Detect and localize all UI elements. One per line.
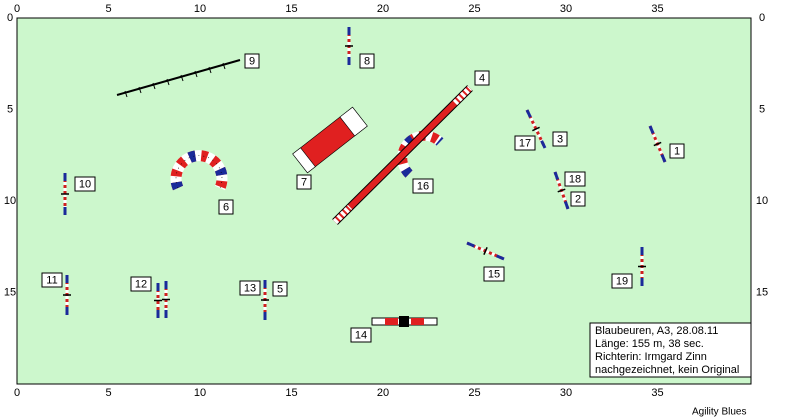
x-axis-label: 35 — [651, 387, 663, 399]
x-axis-label: 5 — [105, 387, 111, 399]
obstacle-label-box — [244, 53, 260, 69]
x-axis-label: 0 — [14, 387, 20, 399]
jump-wing — [540, 140, 547, 149]
y-axis-label: 10 — [4, 195, 16, 207]
y-axis-label: 0 — [7, 12, 13, 24]
jump-bar — [653, 141, 662, 147]
x-axis-label: 10 — [194, 3, 206, 15]
jump-bar — [557, 188, 566, 193]
dogwalk — [332, 85, 473, 225]
obstacle-label: 2 — [575, 193, 581, 205]
weave-poles — [116, 59, 241, 98]
obstacle-label: 13 — [244, 282, 256, 294]
obstacle-label: 4 — [479, 72, 485, 84]
obstacle-label: 15 — [488, 268, 500, 280]
obstacle-label: 6 — [223, 201, 229, 213]
obstacle-label-box — [239, 280, 261, 296]
jump-wing — [466, 241, 475, 248]
x-axis-label: 0 — [14, 3, 20, 15]
obstacle-label-box — [412, 178, 434, 194]
x-axis-label: 20 — [377, 387, 389, 399]
info-line: Länge: 155 m, 38 sec. — [595, 338, 704, 350]
x-axis-label: 10 — [194, 387, 206, 399]
info-line: Blaubeuren, A3, 28.08.11 — [595, 325, 718, 337]
obstacle-label: 19 — [616, 275, 628, 287]
y-axis-label: 15 — [4, 286, 16, 298]
obstacle-label-box — [130, 276, 152, 292]
jump-wing — [648, 125, 655, 134]
tunnel — [170, 150, 228, 191]
info-line: nachgezeichnet, kein Original — [595, 364, 739, 376]
y-axis-label: 5 — [759, 103, 765, 115]
obstacle-label: 5 — [277, 283, 283, 295]
obstacle-label-box — [669, 143, 685, 159]
y-axis-label: 10 — [756, 195, 768, 207]
obstacle-label-box — [350, 327, 372, 343]
obstacle-label: 12 — [135, 278, 147, 290]
obstacle-label-box — [514, 135, 536, 151]
obstacle-label-box — [483, 266, 505, 282]
obstacle-label: 7 — [301, 176, 307, 188]
obstacle-label-box — [272, 281, 288, 297]
obstacle-label-box — [296, 174, 312, 190]
obstacle-label-box — [552, 131, 568, 147]
x-axis-label: 30 — [560, 387, 572, 399]
x-axis-label: 25 — [468, 387, 480, 399]
obstacle-label: 16 — [417, 180, 429, 192]
x-axis-label: 20 — [377, 3, 389, 15]
obstacle-label-box — [564, 171, 586, 187]
jump-wing — [563, 200, 570, 210]
chute — [292, 106, 368, 174]
obstacle-label: 1 — [674, 145, 680, 157]
jump-bar — [483, 247, 488, 255]
info-box — [589, 322, 752, 378]
obstacle-label-box — [570, 191, 586, 207]
y-axis-label: 15 — [756, 286, 768, 298]
obstacle-label-box — [611, 273, 633, 289]
obstacle-label-box — [218, 199, 234, 215]
obstacle-label-box — [474, 70, 490, 86]
jump-wing — [525, 109, 532, 118]
obstacle-label: 14 — [355, 329, 367, 341]
obstacle-label: 17 — [519, 137, 531, 149]
x-axis-label: 35 — [651, 3, 663, 15]
obstacle-label: 11 — [46, 274, 57, 286]
y-axis-label: 5 — [7, 103, 13, 115]
obstacle-label-box — [74, 176, 96, 192]
tunnel — [397, 130, 444, 178]
obstacle-label-box — [41, 272, 63, 288]
y-axis-label: 0 — [759, 12, 765, 24]
footer: Agility Blues — [692, 407, 746, 418]
x-axis-label: 5 — [105, 3, 111, 15]
x-axis-label: 30 — [560, 3, 572, 15]
jump-wing — [660, 154, 667, 163]
info-line: Richterin: Irmgard Zinn — [595, 351, 707, 363]
jump-wing — [496, 254, 505, 261]
jump-wing — [553, 171, 560, 181]
obstacle-label-box — [359, 53, 375, 69]
x-axis-label: 25 — [468, 3, 480, 15]
x-axis-label: 15 — [285, 387, 297, 399]
x-axis-label: 15 — [285, 3, 297, 15]
obstacle-label: 18 — [569, 173, 581, 185]
jumps — [61, 27, 667, 320]
long-jump — [371, 316, 438, 327]
obstacle-label: 9 — [249, 55, 255, 67]
obstacle-label: 10 — [79, 178, 91, 190]
jump-bar — [532, 126, 540, 132]
obstacle-label: 3 — [557, 133, 563, 145]
obstacle-label: 8 — [364, 55, 370, 67]
